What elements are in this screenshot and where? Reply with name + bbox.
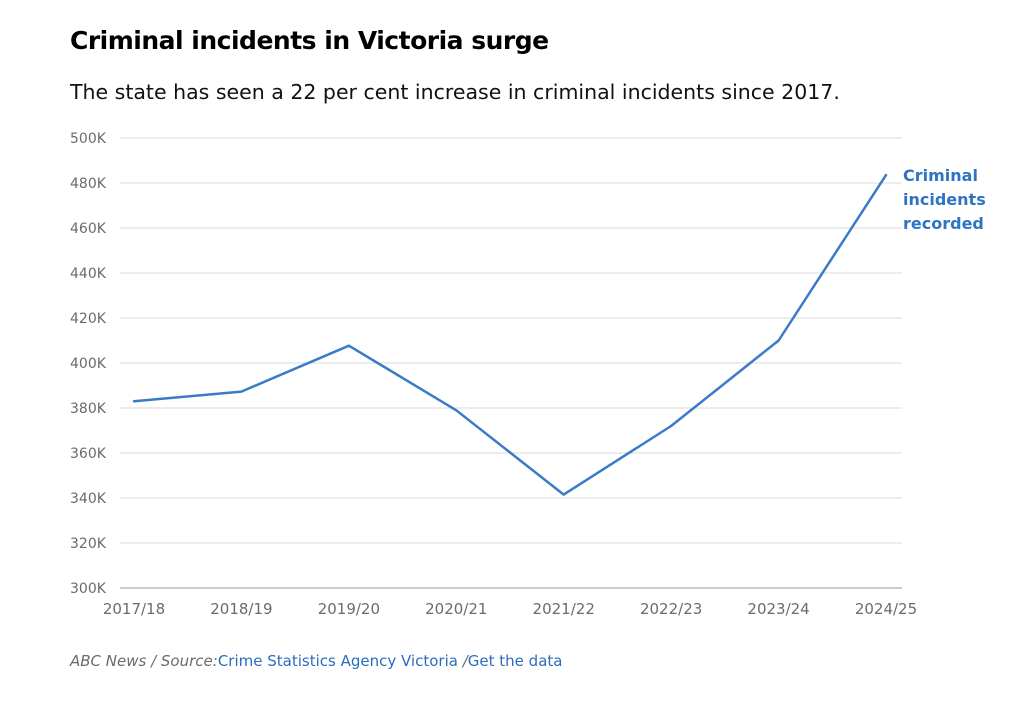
gridlines <box>120 137 902 589</box>
y-tick-label: 320K <box>70 536 107 552</box>
series-label: Criminal incidents recorded <box>903 166 986 233</box>
footer: ABC News / Source:Crime Statistics Agenc… <box>70 652 562 670</box>
y-tick-label: 340K <box>70 491 107 507</box>
series-line <box>132 173 888 496</box>
x-tick-label: 2023/24 <box>747 600 809 618</box>
x-tick-label: 2020/21 <box>425 600 487 618</box>
get-the-data-link[interactable]: Get the data <box>467 652 563 670</box>
y-tick-label: 480K <box>70 176 107 192</box>
footer-separator: / <box>462 652 468 670</box>
y-tick-label: 500K <box>70 131 107 147</box>
x-axis-ticks: 2017/18 2018/19 2019/20 2020/21 2021/22 2022/… <box>103 600 917 618</box>
y-tick-label: 420K <box>70 311 107 327</box>
x-tick-label: 2021/22 <box>533 600 595 618</box>
chart-subtitle: The state has seen a 22 per cent increas… <box>70 80 840 104</box>
x-tick-label: 2018/19 <box>210 600 272 618</box>
y-tick-label: 460K <box>70 221 107 237</box>
source-link[interactable]: Crime Statistics Agency Victoria <box>217 652 458 670</box>
x-tick-label: 2022/23 <box>640 600 702 618</box>
x-tick-label: 2019/20 <box>318 600 380 618</box>
y-tick-label: 300K <box>70 581 107 597</box>
y-axis-ticks: 300K 320K 340K 360K 380K 400K 420K 440K 460K 480K… <box>70 131 107 597</box>
series-label-line: recorded <box>903 214 984 233</box>
y-tick-label: 380K <box>70 401 107 417</box>
series-labels: Criminal incidents recorded <box>903 166 986 233</box>
series-label-line: incidents <box>903 190 986 209</box>
series <box>132 173 888 496</box>
x-tick-label: 2024/25 <box>855 600 917 618</box>
footer-publisher: ABC News / Source: <box>70 652 218 670</box>
y-tick-label: 440K <box>70 266 107 282</box>
series-label-line: Criminal <box>903 166 978 185</box>
y-tick-label: 360K <box>70 446 107 462</box>
chart-title: Criminal incidents in Victoria surge <box>70 26 549 55</box>
x-tick-label: 2017/18 <box>103 600 165 618</box>
y-tick-label: 400K <box>70 356 107 372</box>
